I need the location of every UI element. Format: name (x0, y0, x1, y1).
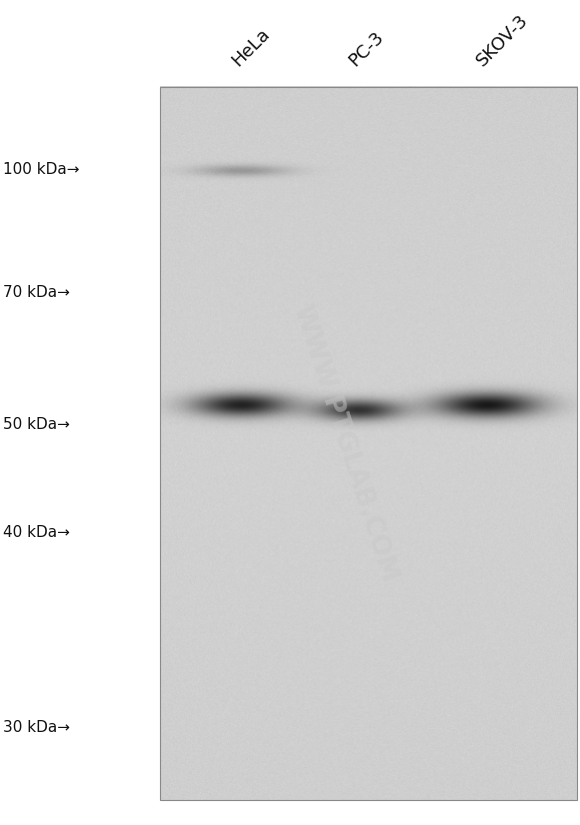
Text: PC-3: PC-3 (346, 28, 387, 70)
Text: WWW.PTGLAB.COM: WWW.PTGLAB.COM (288, 302, 403, 585)
Text: 40 kDa→: 40 kDa→ (3, 525, 70, 540)
Text: 100 kDa→: 100 kDa→ (3, 162, 79, 177)
Text: 70 kDa→: 70 kDa→ (3, 285, 70, 300)
Text: HeLa: HeLa (228, 25, 273, 70)
Text: 50 kDa→: 50 kDa→ (3, 417, 70, 432)
Text: SKOV-3: SKOV-3 (473, 12, 532, 70)
Bar (160, 87, 577, 800)
Text: 30 kDa→: 30 kDa→ (3, 720, 70, 735)
